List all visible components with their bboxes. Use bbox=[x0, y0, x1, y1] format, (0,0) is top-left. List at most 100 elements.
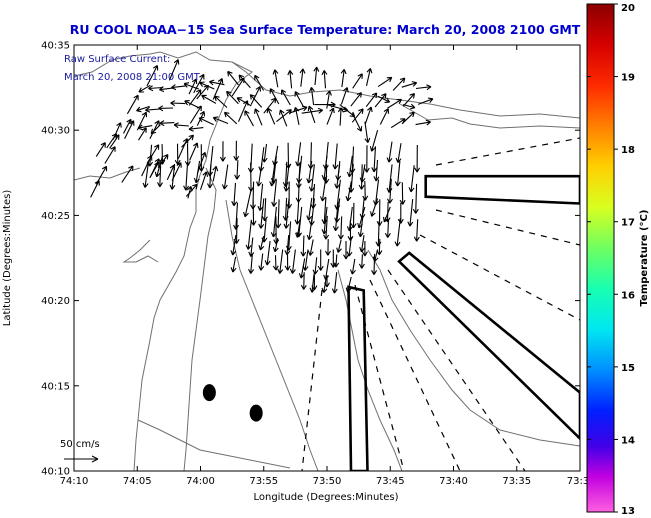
current-vector bbox=[248, 162, 254, 192]
current-vector bbox=[345, 181, 352, 202]
current-vector bbox=[126, 94, 139, 115]
current-vector bbox=[373, 159, 380, 182]
current-vector bbox=[358, 164, 365, 190]
current-vector bbox=[402, 92, 416, 107]
current-vector bbox=[189, 142, 199, 161]
current-vector bbox=[401, 81, 418, 88]
current-vector bbox=[188, 78, 198, 95]
x-tick-label: 73:45 bbox=[376, 476, 405, 487]
y-tick-label: 40:30 bbox=[41, 126, 70, 137]
current-vector bbox=[248, 253, 255, 274]
bathymetry-contours bbox=[74, 51, 580, 471]
current-vector bbox=[272, 69, 279, 88]
x-tick-label: 74:00 bbox=[186, 476, 215, 487]
current-vector bbox=[370, 198, 379, 217]
current-vector bbox=[325, 90, 332, 109]
radial-line bbox=[354, 284, 405, 471]
current-vector bbox=[394, 218, 401, 247]
current-vector bbox=[90, 180, 100, 198]
current-vector bbox=[365, 92, 378, 108]
current-vector bbox=[346, 236, 353, 257]
current-vector bbox=[294, 200, 301, 225]
current-vector bbox=[412, 183, 419, 214]
current-vector bbox=[227, 70, 239, 86]
current-vector bbox=[188, 89, 202, 106]
current-vector bbox=[332, 143, 339, 170]
current-vector bbox=[171, 84, 186, 91]
current-vector bbox=[289, 249, 296, 274]
current-vector bbox=[343, 241, 349, 260]
x-tick-label: 73:40 bbox=[439, 476, 468, 487]
current-vector bbox=[158, 105, 174, 112]
current-vector bbox=[306, 161, 313, 184]
current-vector bbox=[395, 143, 402, 163]
current-vector bbox=[364, 106, 373, 125]
current-vector bbox=[95, 142, 106, 157]
current-vector bbox=[157, 153, 169, 169]
current-vector bbox=[142, 163, 149, 188]
current-vector bbox=[196, 151, 207, 174]
x-tick-label: 73:3 bbox=[567, 476, 589, 487]
current-vector bbox=[171, 162, 182, 181]
current-vector bbox=[212, 78, 224, 100]
current-vector bbox=[189, 105, 202, 124]
x-tick-label: 73:55 bbox=[249, 476, 278, 487]
current-vector bbox=[284, 254, 291, 271]
current-vector bbox=[149, 120, 160, 139]
current-vector bbox=[363, 145, 370, 173]
current-vector bbox=[377, 76, 393, 88]
current-vector bbox=[340, 68, 347, 88]
transect-boxes bbox=[347, 174, 580, 471]
current-vector bbox=[196, 110, 206, 126]
x-axis-label: Longitude (Degrees:Minutes) bbox=[253, 492, 398, 503]
colorbar-tick-label: 14 bbox=[621, 435, 635, 446]
current-vector bbox=[306, 217, 313, 241]
y-tick-label: 40:10 bbox=[41, 467, 70, 478]
current-vector bbox=[159, 120, 175, 127]
current-vector bbox=[415, 84, 432, 91]
current-vector bbox=[250, 86, 261, 105]
current-vector bbox=[136, 105, 150, 113]
current-vector bbox=[207, 164, 213, 189]
current-vector bbox=[308, 86, 315, 106]
current-vector bbox=[184, 100, 200, 109]
current-vector bbox=[264, 240, 271, 266]
current-vector bbox=[417, 97, 434, 105]
current-vector bbox=[223, 111, 238, 125]
current-vector bbox=[121, 165, 134, 183]
y-axis-ticks: 40:35 40:30 40:25 40:20 40:15 40:10 bbox=[41, 41, 580, 478]
current-vector bbox=[282, 161, 289, 187]
current-vector bbox=[193, 160, 201, 184]
current-vector bbox=[123, 118, 132, 134]
current-vector bbox=[214, 95, 228, 108]
current-vector bbox=[230, 256, 237, 273]
current-vector bbox=[145, 106, 160, 113]
current-vector bbox=[231, 182, 238, 207]
x-tick-label: 73:35 bbox=[502, 476, 531, 487]
contour-shape bbox=[137, 419, 291, 469]
colorbar-tick-label: 13 bbox=[621, 506, 635, 517]
current-vector bbox=[234, 160, 241, 180]
current-vector bbox=[166, 164, 176, 181]
current-vector bbox=[387, 98, 402, 109]
current-vector bbox=[283, 164, 290, 192]
current-vector bbox=[358, 254, 365, 269]
current-vector bbox=[256, 163, 263, 187]
colorbar-ticks: 20 19 18 17 16 15 14 13 bbox=[587, 3, 635, 517]
current-vector bbox=[221, 164, 229, 190]
y-tick-label: 40:35 bbox=[41, 41, 70, 52]
contour-shape bbox=[225, 199, 319, 471]
current-vector bbox=[173, 122, 189, 129]
current-vector bbox=[323, 258, 330, 280]
current-vector bbox=[266, 107, 276, 125]
current-vector bbox=[384, 201, 391, 223]
current-vector bbox=[299, 68, 306, 87]
contour-shape bbox=[399, 103, 580, 129]
current-vector bbox=[230, 234, 237, 256]
current-vector bbox=[104, 146, 116, 164]
current-vector bbox=[159, 86, 174, 93]
current-vector bbox=[335, 160, 342, 181]
current-vector bbox=[350, 202, 357, 229]
colorbar-tick-label: 16 bbox=[621, 290, 635, 301]
